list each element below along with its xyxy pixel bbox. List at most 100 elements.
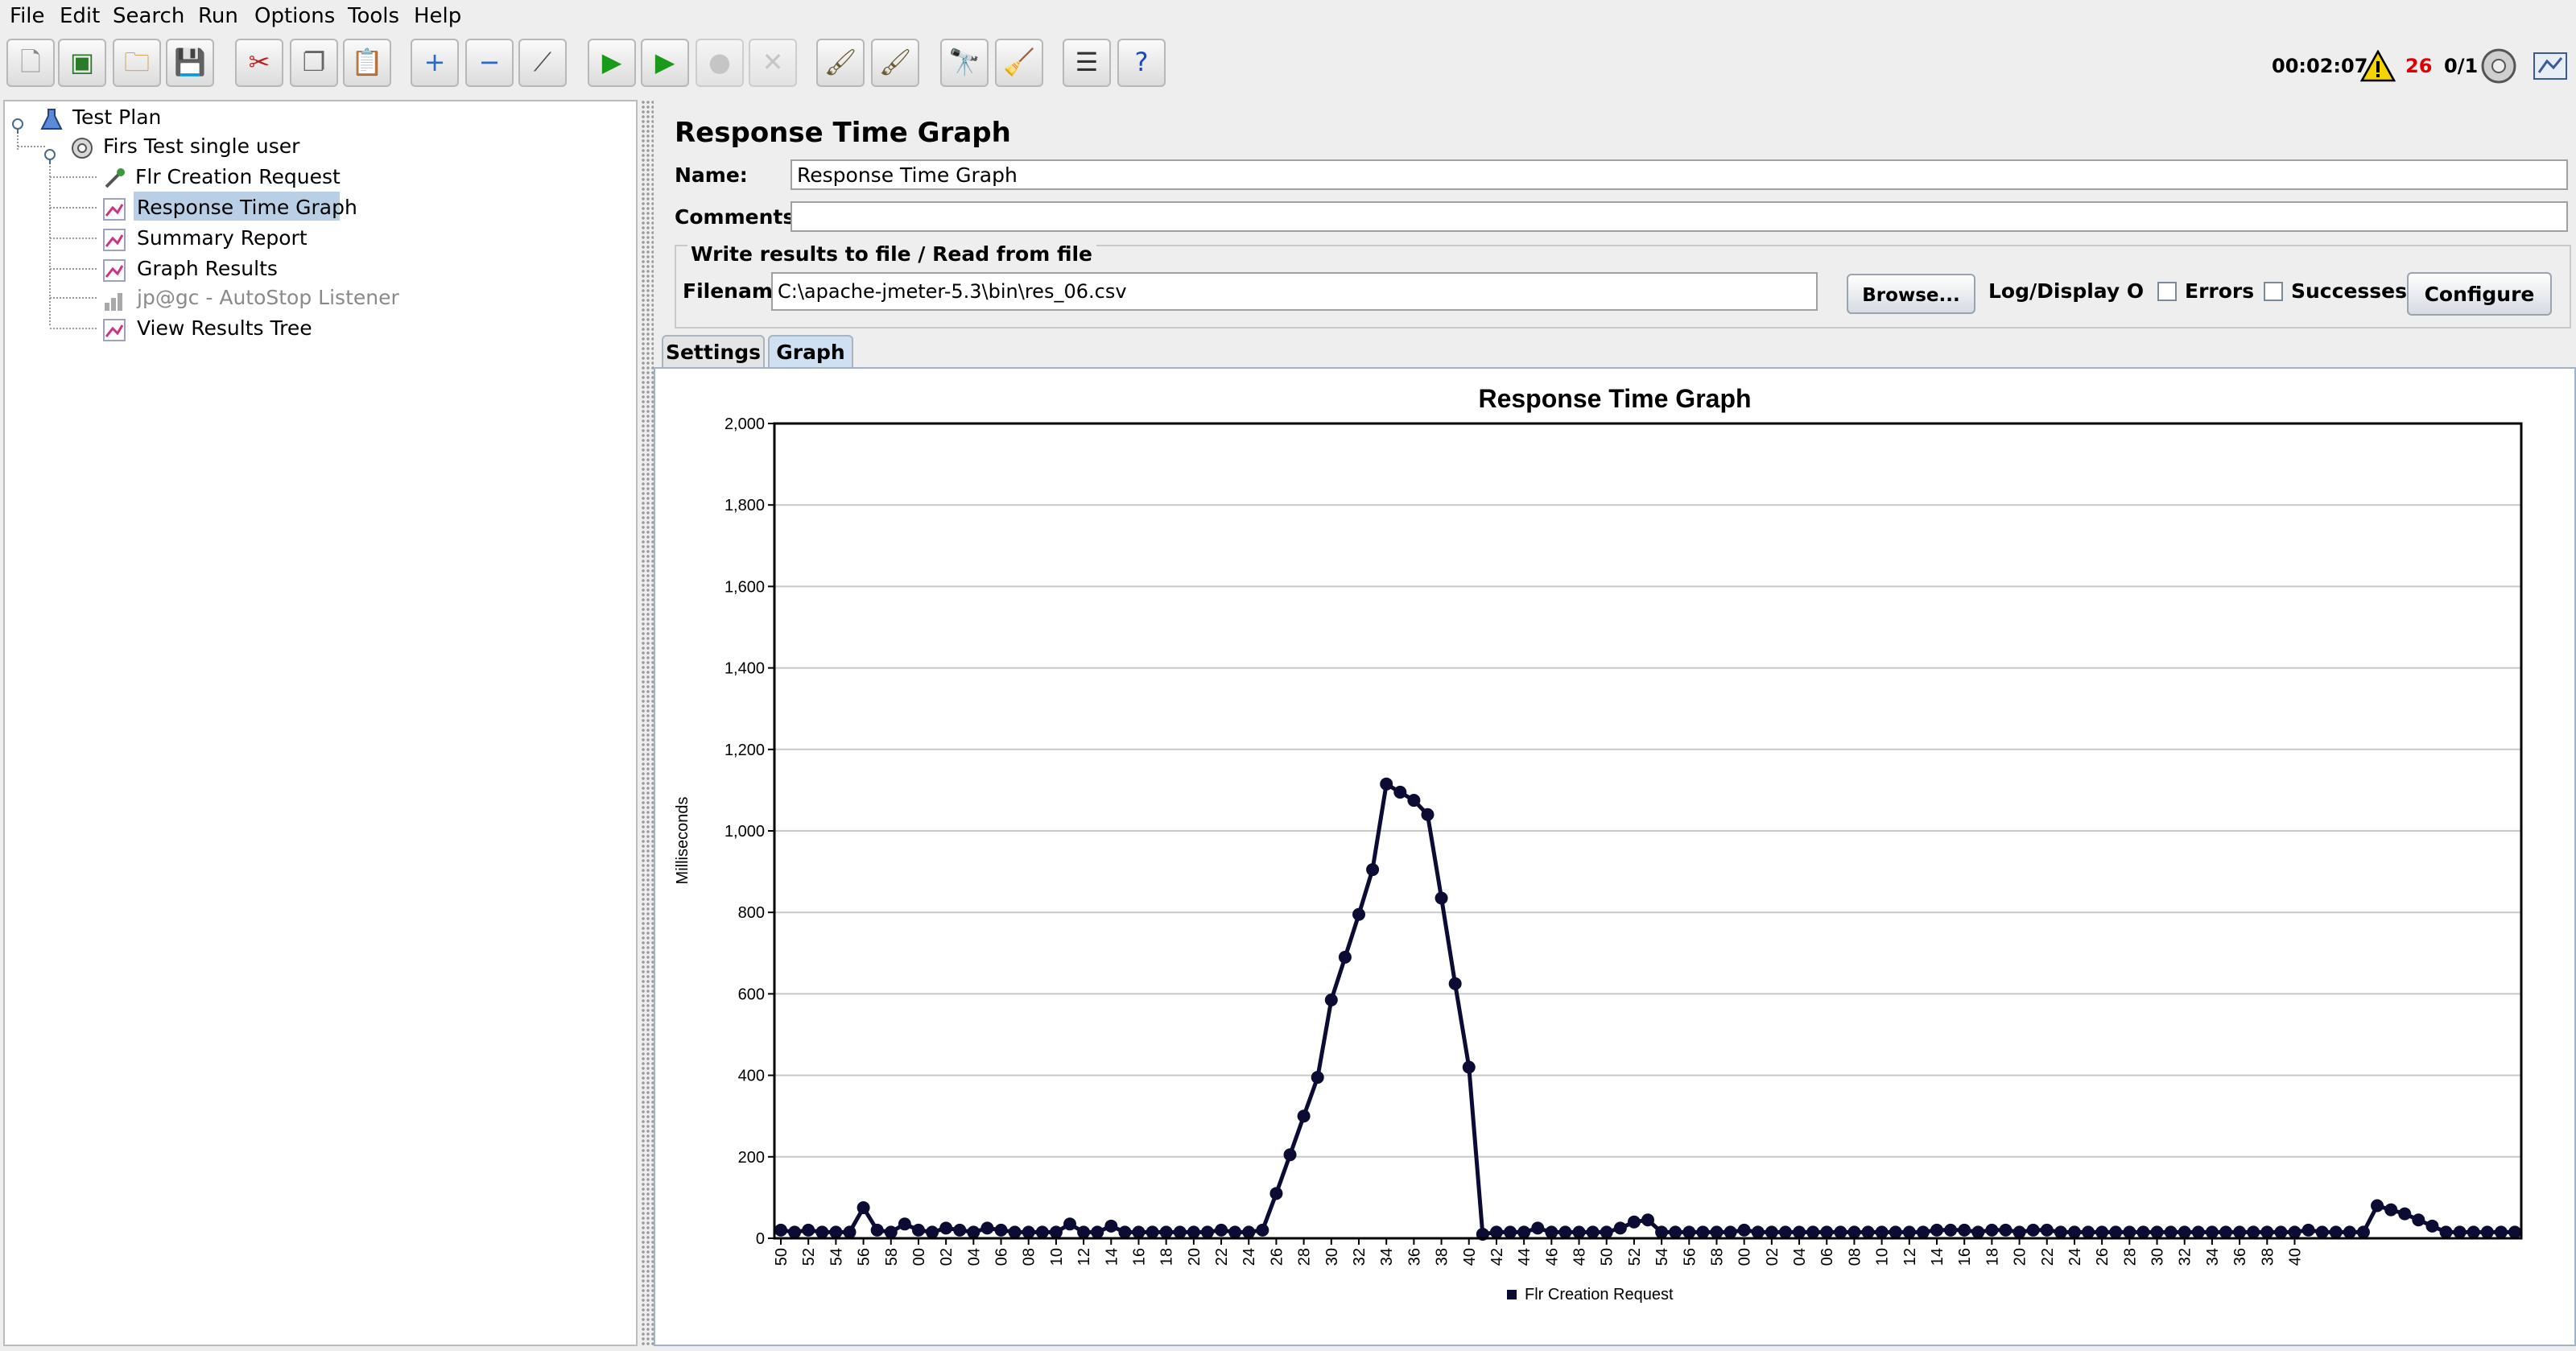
thread-group-icon (71, 135, 93, 159)
tree-item-thread-group[interactable]: Firs Test single user (103, 134, 300, 158)
copy-icon[interactable]: ❐ (290, 39, 338, 87)
expand-icon[interactable]: + (411, 39, 459, 87)
data-point (2109, 1225, 2123, 1239)
x-tick-label: 14 (1929, 1248, 1946, 1266)
y-tick-label: 2,000 (724, 415, 765, 433)
data-point (2398, 1207, 2412, 1221)
filename-label: Filename (683, 279, 786, 303)
filename-field[interactable]: C:\apache-jmeter-5.3\bin\res_06.csv (771, 272, 1818, 311)
x-tick-label: 48 (1571, 1248, 1589, 1266)
search-icon[interactable]: 🔭 (940, 39, 989, 87)
test-plan-tree: Test Plan Firs Test single user Flr Crea… (3, 100, 638, 1346)
tree-item-summary-report[interactable]: Summary Report (137, 225, 308, 250)
toggle-icon[interactable]: ⟋ (518, 39, 567, 87)
series-line (780, 780, 2515, 1237)
test-plan-icon (40, 106, 63, 130)
legend-label: Flr Creation Request (1525, 1286, 1674, 1303)
x-tick-label: 40 (1461, 1248, 1479, 1266)
data-point (1297, 1109, 1311, 1123)
tree-item-sampler[interactable]: Flr Creation Request (135, 164, 341, 188)
x-axis-ticks: 50 52 54 56 58 00 02 04 06 08 10 12 14 16 18 20 22 24 26 28… (773, 1238, 2304, 1266)
data-point (2150, 1225, 2164, 1239)
comments-field[interactable] (791, 201, 2568, 232)
help-icon[interactable]: ? (1117, 39, 1166, 87)
data-point (2480, 1225, 2494, 1239)
data-point (1613, 1221, 1627, 1235)
log-viewer-icon[interactable] (2531, 47, 2570, 85)
tree-item-response-time-graph[interactable]: Response Time Graph (137, 195, 357, 219)
data-point (1008, 1225, 1022, 1239)
data-point (2067, 1225, 2081, 1239)
x-tick-label: 18 (1984, 1248, 2001, 1266)
data-point (953, 1223, 967, 1237)
templates-icon[interactable]: ▣ (58, 39, 106, 87)
save-icon[interactable]: 💾 (166, 39, 214, 87)
successes-checkbox[interactable] (2264, 282, 2283, 301)
browse-button[interactable]: Browse... (1847, 274, 1975, 314)
data-point (1875, 1225, 1889, 1239)
open-icon[interactable]: 🗀 (113, 39, 161, 87)
menu-help[interactable]: Help (414, 5, 462, 29)
reset-search-icon[interactable]: 🧹 (995, 39, 1043, 87)
graph-listener-icon (103, 317, 126, 341)
x-tick-label: 50 (773, 1248, 791, 1266)
start-icon[interactable]: ▶ (588, 39, 636, 87)
collapse-icon[interactable]: − (465, 39, 514, 87)
warning-icon[interactable] (2359, 49, 2396, 82)
x-tick-label: 06 (1818, 1248, 1836, 1266)
collapse-toggle-icon[interactable] (42, 140, 58, 164)
tree-item-view-results-tree[interactable]: View Results Tree (137, 316, 312, 340)
clear-all-icon[interactable]: 🖌 (871, 39, 919, 87)
cut-icon[interactable]: ✂ (235, 39, 283, 87)
data-point (1448, 977, 1462, 990)
menu-tools[interactable]: Tools (348, 5, 400, 29)
x-tick-label: 04 (965, 1248, 983, 1266)
tab-graph[interactable]: Graph (768, 335, 853, 367)
data-point (1847, 1225, 1861, 1239)
data-point (1696, 1225, 1710, 1239)
y-tick-label: 1,000 (724, 823, 765, 841)
tree-item-graph-results[interactable]: Graph Results (137, 256, 278, 280)
data-point (1269, 1187, 1283, 1200)
stop-icon[interactable]: ● (696, 39, 744, 87)
data-point (2439, 1225, 2453, 1239)
data-point (2082, 1225, 2095, 1239)
collapse-toggle-icon[interactable] (10, 109, 26, 134)
start-no-pauses-icon[interactable]: ▶ (641, 39, 689, 87)
x-tick-label: 28 (2121, 1248, 2139, 1266)
configure-button[interactable]: Configure (2407, 272, 2552, 316)
x-tick-label: 24 (2066, 1248, 2084, 1266)
new-icon[interactable]: 🗋 (6, 39, 55, 87)
remote-status-icon[interactable] (2479, 47, 2518, 85)
x-tick-label: 32 (1351, 1248, 1368, 1266)
data-point (1999, 1223, 2013, 1237)
y-tick-label: 1,400 (724, 660, 765, 678)
menu-file[interactable]: File (10, 5, 45, 29)
clear-icon[interactable]: 🖌 (816, 39, 865, 87)
x-tick-label: 06 (993, 1248, 1011, 1266)
function-helper-icon[interactable]: ☰ (1063, 39, 1111, 87)
elapsed-time: 00:02:07 (2272, 55, 2368, 77)
paste-icon[interactable]: 📋 (343, 39, 391, 87)
data-point (2013, 1225, 2026, 1239)
menu-run[interactable]: Run (198, 5, 238, 29)
name-field[interactable]: Response Time Graph (791, 159, 2568, 190)
shutdown-icon[interactable]: ✕ (749, 39, 797, 87)
data-point (1861, 1225, 1875, 1239)
data-point (884, 1225, 898, 1239)
data-point (1393, 785, 1407, 799)
split-pane-divider[interactable] (641, 100, 654, 1346)
menu-edit[interactable]: Edit (60, 5, 101, 29)
data-point (1793, 1225, 1806, 1239)
data-point (2095, 1225, 2109, 1239)
data-point (2178, 1225, 2191, 1239)
tab-settings[interactable]: Settings (662, 335, 765, 367)
menu-options[interactable]: Options (254, 5, 336, 29)
data-point (1173, 1225, 1187, 1239)
errors-checkbox[interactable] (2157, 282, 2177, 301)
menu-search[interactable]: Search (113, 5, 185, 29)
x-tick-label: 12 (1901, 1248, 1919, 1266)
autostop-listener-icon (103, 288, 126, 311)
tree-item-autostop-listener[interactable]: jp@gc - AutoStop Listener (137, 285, 399, 309)
tree-item-test-plan[interactable]: Test Plan (72, 105, 162, 129)
